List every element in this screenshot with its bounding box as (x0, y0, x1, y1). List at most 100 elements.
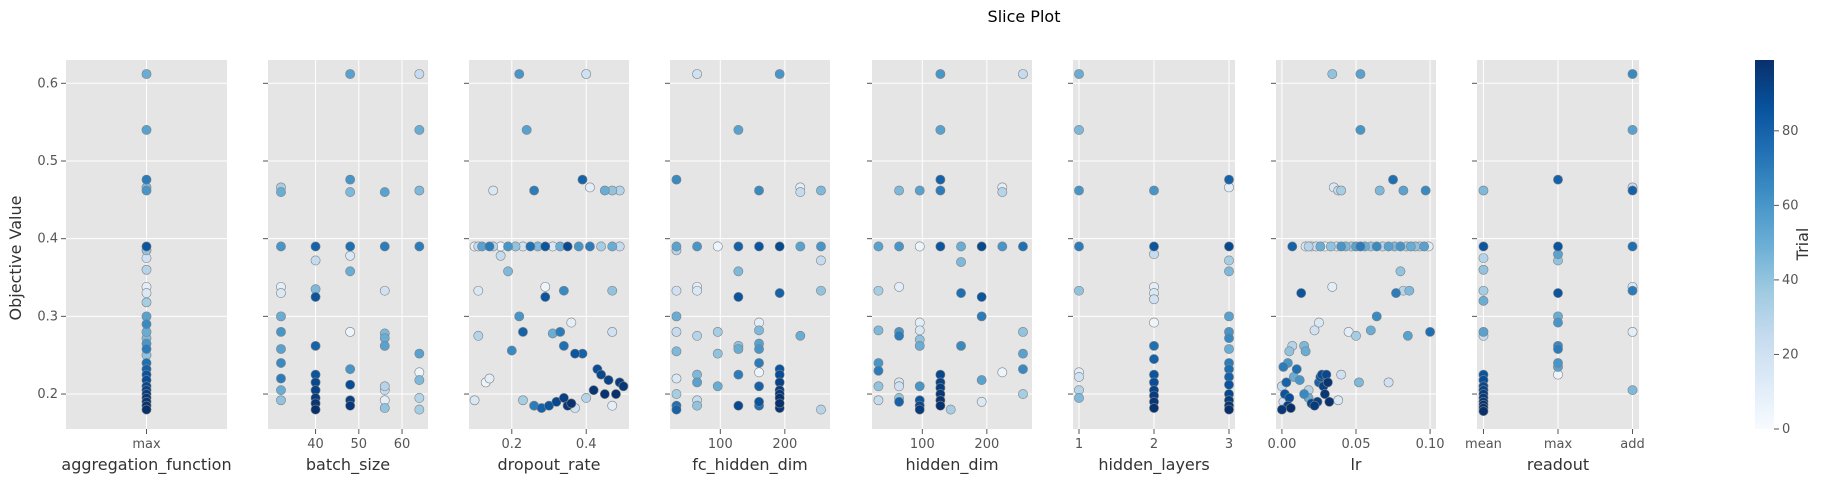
x-tick-label: 0.00 (1267, 437, 1296, 452)
data-point (276, 288, 286, 298)
data-point (935, 69, 946, 79)
data-point (1018, 241, 1028, 252)
x-tick-label: add (1620, 437, 1644, 452)
data-point (276, 385, 286, 396)
data-point (1553, 241, 1563, 252)
data-point (1224, 174, 1234, 185)
y-tick-label: 0.2 (37, 387, 58, 402)
data-point (414, 404, 425, 415)
data-point (573, 241, 584, 252)
data-point (1309, 325, 1320, 336)
data-point (914, 325, 925, 336)
y-axis-label: Objective Value (6, 196, 25, 321)
y-tick-label: 0.5 (37, 154, 58, 169)
data-point (935, 125, 946, 135)
data-point (873, 365, 884, 376)
data-point (816, 185, 826, 196)
data-point (379, 381, 390, 392)
x-axis-label: readout (1527, 455, 1589, 474)
data-point (1149, 403, 1159, 413)
data-point (1383, 377, 1394, 388)
data-point (1478, 253, 1489, 263)
data-point (414, 125, 425, 135)
data-point (1627, 285, 1638, 296)
data-point (956, 257, 966, 267)
x-tick-label: 0.4 (576, 437, 597, 452)
colorbar-tick-label: 60 (1782, 198, 1799, 213)
data-point (997, 241, 1008, 252)
data-point (518, 326, 528, 337)
data-point (611, 389, 621, 399)
data-point (276, 326, 286, 337)
data-point (1149, 294, 1159, 305)
data-point (1355, 241, 1366, 252)
data-point (1324, 396, 1335, 407)
data-point (1355, 125, 1366, 135)
data-point (1553, 358, 1563, 368)
data-point (484, 373, 495, 384)
data-point (1296, 288, 1307, 298)
data-point (976, 396, 987, 407)
data-point (1018, 326, 1028, 337)
data-point (733, 344, 744, 354)
data-point (1018, 348, 1028, 359)
data-point (540, 281, 551, 292)
data-point (607, 241, 618, 252)
x-tick-label: 0.10 (1416, 437, 1445, 452)
data-point (514, 69, 525, 79)
data-point (1395, 241, 1406, 252)
x-tick-label: 100 (910, 437, 935, 452)
data-point (894, 396, 904, 407)
colorbar-tick-label: 40 (1782, 273, 1799, 288)
data-point (795, 330, 806, 341)
data-point (414, 185, 425, 196)
x-tick-label: 200 (974, 437, 999, 452)
data-point (503, 241, 513, 252)
data-point (558, 340, 569, 351)
data-point (1402, 330, 1413, 341)
data-point (310, 255, 321, 266)
data-point (276, 373, 286, 384)
data-point (1224, 379, 1234, 390)
y-tick-label: 0.6 (37, 76, 58, 91)
data-point (671, 285, 682, 296)
x-tick-label: 0.2 (501, 437, 522, 452)
data-point (935, 241, 946, 252)
data-point (1285, 403, 1296, 413)
data-point (873, 241, 884, 252)
data-point (1336, 185, 1347, 196)
x-tick-label: 200 (772, 437, 797, 452)
data-point (1365, 325, 1376, 336)
data-point (795, 241, 806, 252)
data-point (712, 326, 723, 337)
colorbar-label: Trial (1793, 228, 1812, 262)
data-point (414, 241, 425, 252)
data-point (141, 174, 152, 185)
data-point (754, 396, 764, 407)
data-point (469, 395, 480, 406)
data-point (894, 330, 904, 341)
data-point (141, 288, 152, 298)
data-point (1333, 395, 1344, 406)
data-point (873, 325, 884, 336)
data-point (1355, 69, 1366, 79)
data-point (894, 381, 904, 392)
y-tick-label: 0.3 (37, 309, 58, 324)
data-point (914, 381, 925, 392)
data-point (1149, 354, 1159, 364)
panel-aggregation_function: 0.2 0.3 0.4 0.5 0.6 max aggregation_function (37, 60, 232, 475)
x-axis-label: batch_size (306, 455, 390, 475)
data-point (976, 311, 987, 322)
data-point (585, 241, 595, 252)
data-point (345, 241, 356, 252)
data-point (712, 348, 723, 359)
data-point (1553, 174, 1563, 185)
data-point (774, 288, 785, 298)
data-point (816, 285, 826, 296)
data-point (310, 340, 321, 351)
data-point (733, 292, 744, 302)
x-tick-label: max (132, 437, 161, 452)
data-point (1374, 185, 1385, 196)
data-point (518, 395, 528, 406)
x-tick-label: 0.05 (1342, 437, 1371, 452)
